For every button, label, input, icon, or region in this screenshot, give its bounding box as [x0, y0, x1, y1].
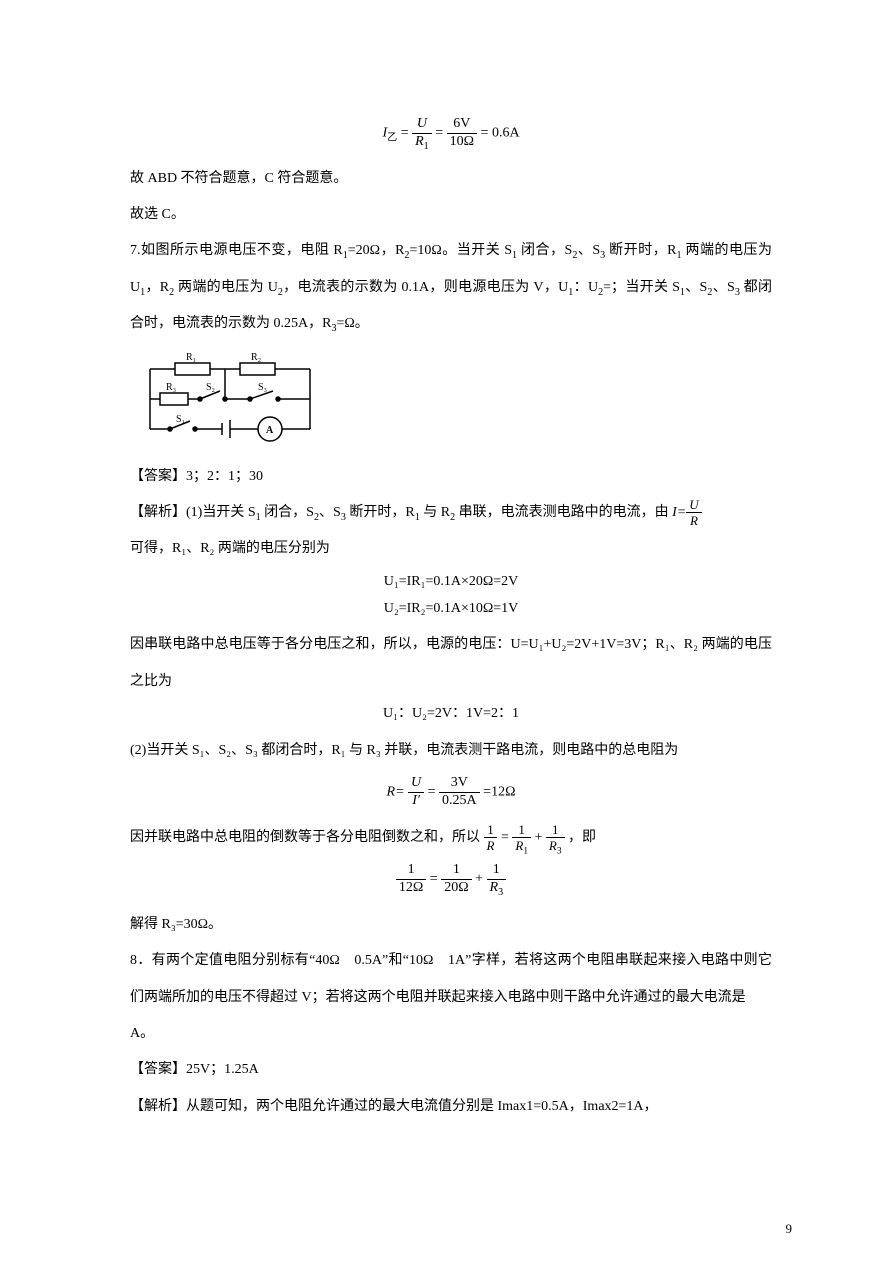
label-r1: R₁ — [186, 352, 196, 363]
equation-ratio: U₁：U₂=2V：1V=2：1 — [130, 706, 772, 723]
explanation-8: 【解析】从题可知，两个电阻允许通过的最大电流值分别是 Imax1=0.5A，Im… — [130, 1089, 772, 1125]
explanation-7-d: (2)当开关 S₁、S₂、S₃ 都闭合时，R₁ 与 R₃ 并联，电流表测干路电流… — [130, 733, 772, 769]
explanation-7-b: 可得，R₁、R₂ 两端的电压分别为 — [130, 531, 772, 567]
equation-i-yi: I乙 = UR1 = 6V10Ω = 0.6A — [130, 116, 772, 151]
equation-u1: U₁=IR₁=0.1A×20Ω=2V — [130, 574, 772, 591]
question-8: 8．有两个定值电阻分别标有“40Ω 0.5A”和“10Ω 1A”字样，若将这两个… — [130, 943, 772, 1016]
explanation-7-c: 因串联电路中总电压等于各分电压之和，所以，电源的电压：U=U₁+U₂=2V+1V… — [130, 627, 772, 700]
equation-r-total: R= UI′ = 3V0.25A =12Ω — [130, 775, 772, 810]
explanation-7-e: 因并联电路中总电阻的倒数等于各分电阻倒数之和，所以 1R = 1R1 + 1R3… — [130, 820, 772, 856]
label-r2: R₂ — [251, 352, 261, 363]
label-s1: S₁ — [176, 414, 185, 425]
text-abd: 故 ABD 不符合题意，C 符合题意。 — [130, 161, 772, 197]
circuit-diagram: R₁ R₂ R₃ S₂ S₃ S₁ A — [130, 349, 330, 444]
explanation-7-a: 【解析】(1)当开关 S1 闭合，S2、S3 断开时，R1 与 R2 串联，电流… — [130, 495, 772, 531]
label-s2: S₂ — [206, 382, 215, 393]
answer-7: 【答案】3；2：1；30 — [130, 459, 772, 495]
equation-u2: U₂=IR₂=0.1A×10Ω=1V — [130, 601, 772, 618]
equation-reciprocal-2: 112Ω = 120Ω + 1R3 — [130, 862, 772, 897]
explanation-7-f: 解得 R₃=30Ω。 — [130, 907, 772, 943]
label-ammeter: A — [266, 425, 274, 436]
answer-8: 【答案】25V；1.25A — [130, 1052, 772, 1088]
page-number: 9 — [786, 1221, 793, 1237]
text-choose-c: 故选 C。 — [130, 197, 772, 233]
question-7: 7.如图所示电源电压不变，电阻 R1=20Ω，R2=10Ω。当开关 S1 闭合，… — [130, 233, 772, 342]
question-8b: A。 — [130, 1016, 772, 1052]
label-r3: R₃ — [166, 382, 176, 393]
label-s3: S₃ — [258, 382, 267, 393]
